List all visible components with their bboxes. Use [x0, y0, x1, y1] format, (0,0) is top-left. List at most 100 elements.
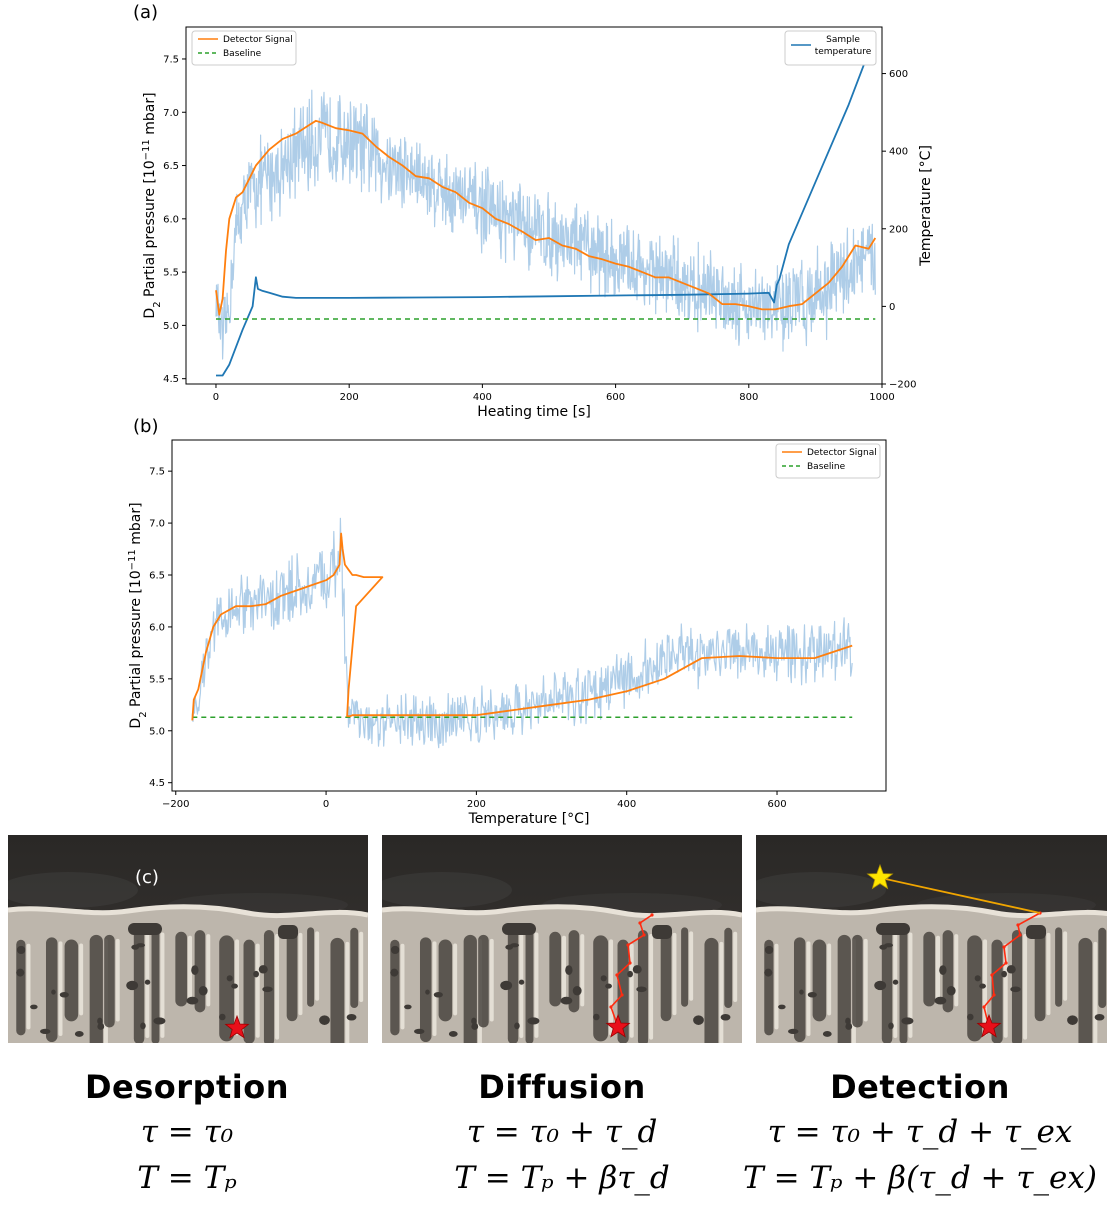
sem-pore-column [899, 928, 908, 1043]
sem-pore-column [307, 927, 315, 1007]
sem-ridge [1093, 941, 1098, 1043]
sem-pore [500, 980, 513, 991]
sem-pore [605, 983, 612, 989]
y-tick-label: 7.5 [149, 467, 165, 478]
y2-tick-label: −200 [889, 380, 916, 391]
sem-pore [40, 1028, 51, 1035]
sem-ridge [160, 932, 165, 1038]
y-tick-label: 6.0 [149, 622, 165, 633]
sem-ridge [827, 943, 832, 1016]
sem-pore [1010, 986, 1021, 993]
sem-pore-column [133, 929, 145, 1043]
y-axis-label-part: D [128, 718, 144, 729]
y-tick-label: 7.0 [163, 108, 179, 119]
sem-pore [1001, 970, 1007, 978]
y-axis-label: D2 Partial pressure [10−11 mbar] [141, 92, 163, 318]
sem-pore-column [812, 939, 827, 1022]
sem-ridge [275, 934, 280, 1040]
path-node [626, 943, 630, 947]
legend-label: Detector Signal [807, 448, 877, 458]
y2-axis-label: Temperature [°C] [918, 145, 934, 267]
legend: Detector Signal Baseline [775, 443, 881, 479]
sem-pore [51, 989, 56, 995]
panel-label-b: (b) [133, 416, 159, 437]
series-raw-signal-line [215, 89, 876, 360]
y-axis-label-part: D [142, 308, 158, 319]
sem-pore [974, 975, 981, 982]
sem-pore [593, 1013, 600, 1021]
sem-ridge [893, 933, 898, 1039]
sem-pore-column [764, 939, 774, 1036]
sem-pore [879, 944, 888, 950]
sem-ridge [359, 931, 364, 1003]
sem-pore [140, 1022, 146, 1030]
sem-image-desorption [8, 835, 368, 1043]
sem-pore-column [617, 939, 629, 1043]
sem-ridge [115, 938, 120, 1022]
path-node [628, 961, 632, 965]
sem-pore-column [419, 937, 432, 1043]
y-axis-label-part: mbar] [142, 92, 158, 139]
y-axis-label-part: 2 [138, 711, 149, 717]
sem-ridge [806, 941, 811, 1037]
x-tick-label: 1000 [869, 392, 894, 403]
sem-pore [226, 975, 233, 982]
sem-ridge [145, 933, 150, 1039]
chart-heating-time: 0 200 400 600 800 1000 4.5 5.0 5.5 6.0 6.5 7.0 7.5 −2… [141, 26, 934, 420]
y2-tick-label: 600 [889, 69, 908, 80]
stage-desorption: Desorption τ = τ₀ T = Tₚ [2, 1068, 372, 1198]
sem-pore [471, 1023, 479, 1030]
sem-pore [1094, 1013, 1105, 1021]
path-node [990, 973, 994, 977]
sem-image-detection [756, 835, 1107, 1043]
x-tick-label: 0 [323, 799, 329, 810]
haze [756, 872, 886, 908]
sem-pore-column [175, 931, 188, 1007]
stage-diffusion: Diffusion τ = τ₀ + τ_d T = Tₚ + βτ_d [377, 1068, 747, 1198]
sem-pore-column [525, 928, 534, 1043]
path-node [620, 993, 624, 997]
stage-title: Diffusion [478, 1068, 646, 1106]
sem-pore-column [681, 927, 689, 1007]
y-tick-label: 5.0 [149, 726, 165, 737]
sem-pore [128, 923, 162, 935]
x-tick-label: 0 [213, 392, 219, 403]
sem-pore-column [1034, 928, 1046, 1022]
sem-pore-column [89, 934, 103, 1043]
sem-pore-column [593, 935, 609, 1042]
sem-pore [144, 979, 151, 985]
y-axis-label-part: mbar] [128, 502, 144, 549]
sem-ridge [908, 932, 913, 1038]
sem-pore [693, 1015, 704, 1025]
sem-pore [231, 983, 238, 989]
sem-pore [572, 985, 582, 996]
sem-pore [822, 1031, 832, 1037]
chart-temperature: −200 0 200 400 600 4.5 5.0 5.5 6.0 6.5 7.0 7.5 Tempe… [127, 439, 887, 827]
stage-equation-tau: τ = τ₀ + τ_d [466, 1114, 658, 1150]
stage-detection: Detection τ = τ₀ + τ_d + τ_ex T = Tₚ + β… [735, 1068, 1105, 1198]
sem-pore [414, 1028, 425, 1035]
legend-label: Baseline [807, 462, 846, 472]
sem-pore [560, 996, 573, 1005]
sem-image-diffusion [382, 835, 742, 1043]
sem-pore [967, 1013, 974, 1021]
sem-pore [346, 1013, 357, 1021]
y-tick-label: 4.5 [149, 778, 165, 789]
sem-pore-column [923, 931, 936, 1007]
sem-ridge [255, 943, 260, 1038]
sem-pore [262, 986, 273, 993]
legend-label: Detector Signal [223, 35, 293, 45]
sem-pore [1067, 1015, 1078, 1025]
origin-star [976, 1013, 1002, 1038]
path-node [1016, 923, 1020, 927]
sem-pore [527, 1017, 540, 1025]
series-raw-signal-line [191, 517, 853, 749]
sem-pore [16, 968, 25, 977]
sem-pore [946, 985, 956, 996]
sem-ridge [1046, 932, 1051, 1016]
sem-pore [505, 944, 514, 950]
sem-ridge [534, 932, 539, 1038]
series-detector-signal-line [191, 532, 853, 721]
y-axis-label-part: 2 [152, 301, 163, 307]
sem-ridge [432, 941, 437, 1037]
